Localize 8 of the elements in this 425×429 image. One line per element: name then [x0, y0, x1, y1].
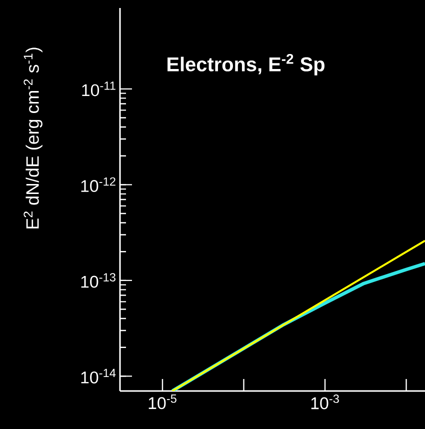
text: Electrons, E$^{-2}$ Sp — [168, 54, 324, 76]
y-tick-label: 10$^{-13}$ — [81, 273, 116, 288]
y-tick-label: 10$^{-11}$ — [82, 82, 116, 96]
y-axis-title: E$^{2}$ dN/dE (erg cm$^{-2}$ s$^{-1}$) — [24, 48, 42, 228]
y-tick-label: 10$^{-14}$ — [81, 368, 116, 384]
y-tick-label: 10$^{-12}$ — [81, 177, 116, 192]
x-tick-label: 10$^{-3}$ — [311, 394, 339, 410]
x-tick-label: 10$^{-5}$ — [148, 394, 176, 410]
